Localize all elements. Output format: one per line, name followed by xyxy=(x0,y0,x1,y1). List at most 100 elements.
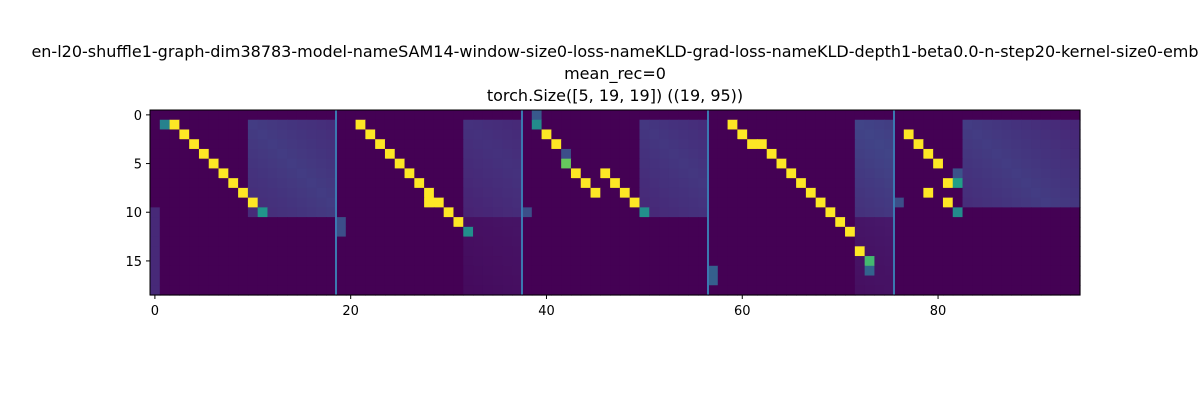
heatmap-cell xyxy=(991,110,1003,121)
heatmap-cell xyxy=(189,207,200,218)
heatmap-cell xyxy=(668,129,680,140)
heatmap-cell xyxy=(600,158,611,170)
heatmap-cell xyxy=(561,275,572,286)
heatmap-cell xyxy=(1040,129,1052,140)
heatmap-cell xyxy=(541,265,552,277)
heatmap-cell xyxy=(737,178,748,189)
heatmap-cell xyxy=(825,265,836,277)
heatmap-cell xyxy=(815,207,827,218)
heatmap-cell xyxy=(766,285,778,296)
heatmap-cell xyxy=(942,148,954,160)
heatmap-cell xyxy=(492,178,504,189)
heatmap-cell xyxy=(1021,178,1032,189)
heatmap-cell xyxy=(433,129,445,140)
heatmap-cell xyxy=(668,236,680,247)
heatmap-cell xyxy=(336,207,347,218)
heatmap-cell xyxy=(257,256,269,267)
heatmap-cell xyxy=(639,168,650,179)
heatmap-cell xyxy=(541,168,552,179)
heatmap-cell xyxy=(688,226,699,238)
heatmap-cell xyxy=(296,207,308,218)
heatmap-cell xyxy=(1070,285,1081,296)
heatmap-cell xyxy=(159,187,171,199)
heatmap-cell xyxy=(737,226,748,238)
heatmap-cell xyxy=(414,207,425,218)
heatmap-cell xyxy=(218,246,229,257)
heatmap-cell xyxy=(874,236,885,247)
heatmap-cell xyxy=(414,148,425,160)
heatmap-cell xyxy=(649,246,660,257)
heatmap-cell xyxy=(247,178,259,189)
heatmap-cell xyxy=(247,129,259,140)
heatmap-cell xyxy=(198,187,210,199)
heatmap-cell xyxy=(306,119,318,131)
heatmap-cell xyxy=(277,168,288,179)
heatmap-cell xyxy=(903,226,915,238)
heatmap-cell xyxy=(786,226,797,238)
heatmap-cell xyxy=(1031,256,1042,267)
heatmap-cell xyxy=(169,178,180,189)
heatmap-cell xyxy=(874,178,885,189)
heatmap-cell xyxy=(913,207,924,218)
heatmap-cell xyxy=(326,168,337,179)
heatmap-cell xyxy=(590,236,601,247)
heatmap-cell xyxy=(433,246,445,257)
heatmap-cell xyxy=(228,187,239,199)
heatmap-cell xyxy=(365,265,376,277)
heatmap-cell xyxy=(247,207,259,218)
heatmap-cell xyxy=(169,265,180,277)
heatmap-cell xyxy=(835,178,846,189)
heatmap-cell xyxy=(678,217,690,228)
heatmap-cell xyxy=(580,275,592,286)
heatmap-cell xyxy=(698,110,709,121)
heatmap-cell xyxy=(991,226,1003,238)
heatmap-cell xyxy=(913,139,924,150)
heatmap-cell xyxy=(189,226,200,238)
heatmap-cell xyxy=(433,168,445,179)
heatmap-cell xyxy=(551,217,562,228)
heatmap-cell xyxy=(257,187,269,199)
heatmap-cell xyxy=(336,256,347,267)
heatmap-cell xyxy=(306,275,318,286)
heatmap-cell xyxy=(717,275,729,286)
heatmap-cell xyxy=(473,110,484,121)
heatmap-cell xyxy=(639,178,650,189)
heatmap-cell xyxy=(473,275,484,286)
heatmap-cell xyxy=(433,119,445,131)
heatmap-cell xyxy=(238,207,249,218)
heatmap-cell xyxy=(874,168,885,179)
heatmap-cell xyxy=(972,207,983,218)
heatmap-cell xyxy=(894,207,905,218)
heatmap-cell xyxy=(796,226,807,238)
heatmap-cell xyxy=(179,168,190,179)
heatmap-cell xyxy=(375,129,386,140)
heatmap-cell xyxy=(150,207,161,218)
heatmap-cell xyxy=(864,187,876,199)
heatmap-cell xyxy=(688,256,699,267)
heatmap-cell xyxy=(747,246,758,257)
heatmap-cell xyxy=(727,110,738,121)
heatmap-cell xyxy=(267,246,278,257)
heatmap-cell xyxy=(805,217,817,228)
heatmap-cell xyxy=(306,246,318,257)
heatmap-cell xyxy=(522,129,533,140)
heatmap-cell xyxy=(502,187,513,199)
heatmap-cell xyxy=(159,275,171,286)
heatmap-cell xyxy=(355,168,366,179)
heatmap-cell xyxy=(492,217,504,228)
heatmap-cell xyxy=(570,246,582,257)
heatmap-cell xyxy=(717,178,729,189)
heatmap-cell xyxy=(639,119,650,131)
heatmap-cell xyxy=(688,110,699,121)
heatmap-cell xyxy=(316,148,327,160)
heatmap-cell xyxy=(561,236,572,247)
heatmap-cell xyxy=(473,148,484,160)
heatmap-cell xyxy=(580,119,592,131)
heatmap-cell xyxy=(414,110,425,121)
heatmap-cell xyxy=(639,207,650,218)
heatmap-cell xyxy=(884,110,895,121)
heatmap-cell xyxy=(443,197,455,208)
heatmap-cell xyxy=(668,207,680,218)
heatmap-cell xyxy=(1001,110,1013,121)
heatmap-cell xyxy=(531,275,543,286)
